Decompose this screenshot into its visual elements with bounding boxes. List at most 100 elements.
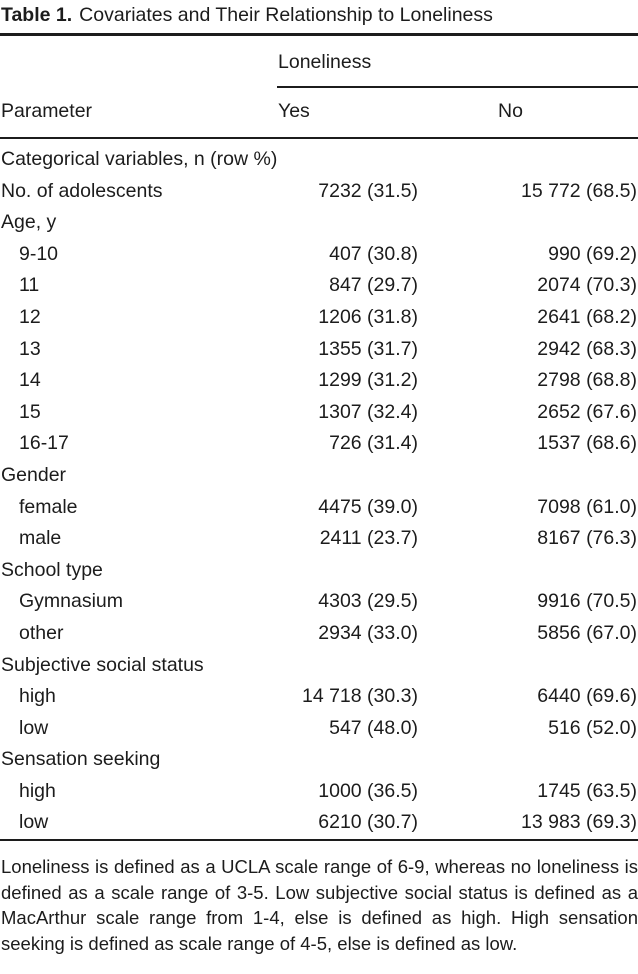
table-row: 14 1299 (31.2) 2798 (68.8) <box>0 365 638 397</box>
no-value: 6440 (69.6) <box>537 685 638 708</box>
table-footnote: Loneliness is defined as a UCLA scale ra… <box>1 856 638 954</box>
table-row: Categorical variables, n (row %) <box>0 138 638 176</box>
no-value: 8167 (76.3) <box>537 527 638 550</box>
spanner-row: Loneliness <box>0 34 638 88</box>
no-value: 9916 (70.5) <box>537 590 638 613</box>
no-value: 990 (69.2) <box>548 242 638 265</box>
yes-value: 6210 (30.7) <box>318 811 418 834</box>
covariates-table: Loneliness Parameter Yes No Categorical … <box>0 33 638 842</box>
row-label: 16-17 <box>19 432 69 455</box>
spanner-header-loneliness: Loneliness <box>277 34 638 88</box>
no-value: 15 772 (68.5) <box>521 179 638 202</box>
yes-value: 7232 (31.5) <box>318 179 418 202</box>
table-row: high 1000 (36.5) 1745 (63.5) <box>0 776 638 808</box>
row-label: 15 <box>19 400 41 423</box>
no-value: 516 (52.0) <box>548 716 638 739</box>
no-value <box>418 650 638 682</box>
row-label: 13 <box>19 337 41 360</box>
yes-value <box>277 207 418 239</box>
table-row: Age, y <box>0 207 638 239</box>
yes-value <box>277 138 418 176</box>
row-label: low <box>19 811 49 834</box>
column-header-parameter: Parameter <box>0 87 277 139</box>
no-value <box>418 460 638 492</box>
table-title: Table 1. Covariates and Their Relationshi… <box>0 1 638 33</box>
table-row: School type <box>0 555 638 587</box>
yes-value: 726 (31.4) <box>329 432 418 455</box>
yes-value <box>277 744 418 776</box>
table-row: 12 1206 (31.8) 2641 (68.2) <box>0 302 638 334</box>
yes-value: 2411 (23.7) <box>319 527 418 550</box>
yes-value: 847 (29.7) <box>329 274 418 297</box>
yes-value: 1000 (36.5) <box>318 779 418 802</box>
spanner-empty-cell <box>0 35 277 88</box>
table-row: female 4475 (39.0) 7098 (61.0) <box>0 492 638 524</box>
yes-value: 14 718 (30.3) <box>301 685 418 708</box>
no-value: 1745 (63.5) <box>537 779 638 802</box>
column-header-yes: Yes <box>277 87 418 139</box>
row-label: Sensation seeking <box>1 748 161 771</box>
table-row: Gymnasium 4303 (29.5) 9916 (70.5) <box>0 586 638 618</box>
yes-value: 2934 (33.0) <box>318 621 418 644</box>
yes-value: 1307 (32.4) <box>318 400 418 423</box>
no-value: 7098 (61.0) <box>537 495 638 518</box>
table-row: Sensation seeking <box>0 744 638 776</box>
yes-value <box>277 460 418 492</box>
row-label: Categorical variables, n (row %) <box>1 148 278 170</box>
yes-value <box>277 555 418 587</box>
table-row: 11 847 (29.7) 2074 (70.3) <box>0 270 638 302</box>
table-row: low 547 (48.0) 516 (52.0) <box>0 713 638 745</box>
table-row: No. of adolescents 7232 (31.5) 15 772 (68.… <box>0 176 638 208</box>
yes-value: 4303 (29.5) <box>318 590 418 613</box>
row-label: high <box>19 779 56 802</box>
row-label: 14 <box>19 369 41 392</box>
table-row: other 2934 (33.0) 5856 (67.0) <box>0 618 638 650</box>
yes-value: 547 (48.0) <box>329 716 418 739</box>
yes-value: 1299 (31.2) <box>318 369 418 392</box>
row-label: female <box>19 495 78 518</box>
row-label: School type <box>1 558 103 581</box>
no-value: 5856 (67.0) <box>537 621 638 644</box>
no-value: 2942 (68.3) <box>537 337 638 360</box>
yes-value: 407 (30.8) <box>329 242 418 265</box>
no-value: 2641 (68.2) <box>537 305 638 328</box>
row-label: Age, y <box>1 211 57 234</box>
table-caption: Covariates and Their Relationship to Lon… <box>79 4 493 26</box>
table-row: 16-17 726 (31.4) 1537 (68.6) <box>0 428 638 460</box>
no-value <box>418 207 638 239</box>
no-value <box>418 744 638 776</box>
table-header: Loneliness Parameter Yes No <box>0 34 638 139</box>
row-label: Gymnasium <box>19 590 124 613</box>
row-label: Gender <box>1 463 67 486</box>
no-value: 2652 (67.6) <box>537 400 638 423</box>
row-label: low <box>19 716 49 739</box>
yes-value: 4475 (39.0) <box>318 495 418 518</box>
row-label: Subjective social status <box>1 653 204 676</box>
table-row: 13 1355 (31.7) 2942 (68.3) <box>0 334 638 366</box>
row-label: 9-10 <box>19 242 59 265</box>
table-row: 9-10 407 (30.8) 990 (69.2) <box>0 239 638 271</box>
row-label: 12 <box>19 305 41 328</box>
yes-value <box>277 650 418 682</box>
no-value: 2798 (68.8) <box>537 369 638 392</box>
yes-value: 1206 (31.8) <box>318 305 418 328</box>
row-label: high <box>19 685 56 708</box>
no-value: 13 983 (69.3) <box>521 811 638 834</box>
column-header-no: No <box>418 87 638 139</box>
no-value: 1537 (68.6) <box>537 432 638 455</box>
table-number: Table 1. <box>1 4 73 26</box>
row-label: other <box>19 621 64 644</box>
row-label: male <box>19 527 62 550</box>
table-row: male 2411 (23.7) 8167 (76.3) <box>0 523 638 555</box>
table-row: low 6210 (30.7) 13 983 (69.3) <box>0 807 638 840</box>
table-body: Categorical variables, n (row %) No. of a… <box>0 138 638 840</box>
no-value <box>418 555 638 587</box>
yes-value: 1355 (31.7) <box>318 337 418 360</box>
table-row: high 14 718 (30.3) 6440 (69.6) <box>0 681 638 713</box>
table-row: 15 1307 (32.4) 2652 (67.6) <box>0 397 638 429</box>
row-label: No. of adolescents <box>1 179 163 202</box>
no-value <box>418 138 638 176</box>
row-label: 11 <box>19 274 40 297</box>
table-row: Subjective social status <box>0 650 638 682</box>
